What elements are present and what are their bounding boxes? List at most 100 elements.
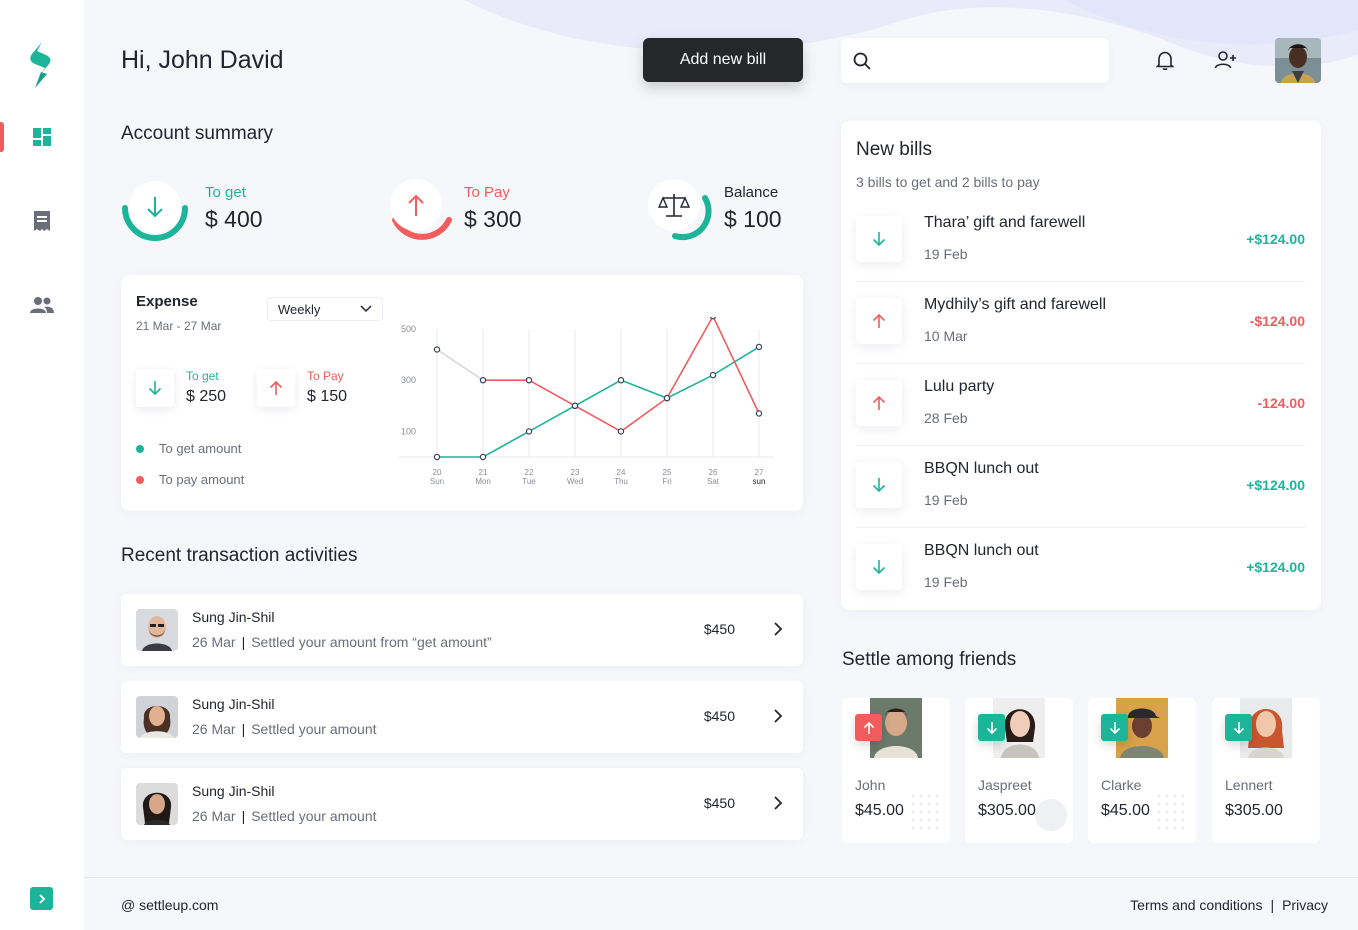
- period-select-value: Weekly: [278, 301, 321, 317]
- arrow-up-icon: [872, 395, 886, 410]
- search-icon: [853, 52, 871, 70]
- transaction-row[interactable]: Sung Jin-Shil 26 Mar | Settled your amount…: [121, 594, 803, 666]
- arrow-down-icon: [872, 560, 886, 575]
- friend-amount: $305.00: [978, 802, 1036, 819]
- receipt-icon: [34, 211, 50, 231]
- new-bills-title: New bills: [856, 139, 933, 160]
- period-select[interactable]: Weekly: [267, 297, 383, 321]
- balance-amount: $ 100: [724, 206, 782, 232]
- bill-item[interactable]: BBQN lunch out 19 Feb +$124.00: [856, 528, 1305, 610]
- transaction-meta: 26 Mar | Settled your amount: [192, 808, 377, 824]
- main-content: Hi, John David Add new bill Account summ…: [84, 0, 1358, 930]
- terms-link[interactable]: Terms and conditions: [1130, 897, 1263, 913]
- nav-friends[interactable]: [0, 285, 84, 325]
- transaction-row[interactable]: Sung Jin-Shil 26 Mar | Settled your amount…: [121, 681, 803, 753]
- transaction-date: 26 Mar: [192, 808, 236, 824]
- x-tick-day: 21: [479, 468, 488, 477]
- arrow-down-icon: [872, 232, 886, 247]
- dot-pattern: [1035, 799, 1067, 831]
- point-to-get: [433, 453, 441, 461]
- x-tick-day: 22: [525, 468, 534, 477]
- search-box[interactable]: [841, 38, 1109, 83]
- point-to-pay: [617, 428, 625, 435]
- friend-name: Clarke: [1101, 777, 1142, 793]
- friend-card[interactable]: Lennert $305.00: [1212, 698, 1320, 843]
- avatar: [136, 696, 178, 738]
- bill-item[interactable]: Mydhily’s gift and farewell 10 Mar -$124…: [856, 282, 1305, 364]
- recent-transactions-title: Recent transaction activities: [121, 545, 358, 566]
- y-tick-label: 500: [401, 324, 416, 334]
- add-new-bill-button[interactable]: Add new bill: [643, 38, 803, 82]
- to-get-ring-icon: [122, 181, 188, 241]
- transaction-amount: $450: [703, 708, 735, 724]
- add-user-icon[interactable]: [1214, 49, 1238, 71]
- arrow-down-icon: [148, 381, 162, 396]
- expense-title: Expense: [136, 293, 198, 310]
- summary-balance: Balance $ 100: [647, 178, 867, 242]
- bill-amount: -124.00: [1257, 395, 1305, 411]
- bill-date: 19 Feb: [924, 574, 968, 590]
- point-to-get: [755, 343, 763, 351]
- x-tick-day: 26: [709, 468, 718, 477]
- chevron-right-icon[interactable]: [773, 708, 783, 724]
- search-input[interactable]: [879, 52, 1099, 69]
- transaction-row[interactable]: Sung Jin-Shil 26 Mar | Settled your amount…: [121, 768, 803, 840]
- x-tick-weekday: Thu: [614, 477, 628, 486]
- bill-amount: +$124.00: [1246, 559, 1305, 575]
- point-to-get: [709, 371, 717, 379]
- bill-icon-box: [856, 216, 902, 262]
- transaction-name: Sung Jin-Shil: [192, 609, 275, 625]
- series-line-to-get: [437, 346, 760, 458]
- friend-photo: [1240, 698, 1292, 758]
- x-tick-weekday: Sun: [430, 477, 444, 486]
- legend-to-pay-label: To pay amount: [159, 472, 245, 487]
- point-to-pay: [755, 410, 763, 417]
- friend-card[interactable]: John $45.00: [842, 698, 950, 843]
- bill-item[interactable]: Thara’ gift and farewell 19 Feb +$124.00: [856, 200, 1305, 282]
- bill-amount: -$124.00: [1249, 313, 1305, 329]
- bill-item[interactable]: BBQN lunch out 19 Feb +$124.00: [856, 446, 1305, 528]
- balance-ring-icon: [648, 179, 712, 241]
- transaction-amount: $450: [703, 795, 735, 811]
- transaction-desc: Settled your amount from “get amount”: [251, 634, 492, 650]
- y-tick-label: 100: [401, 426, 416, 436]
- expense-to-pay-label: To Pay: [307, 369, 344, 383]
- chevron-down-icon: [360, 305, 372, 313]
- new-bills-subtitle: 3 bills to get and 2 bills to pay: [856, 174, 1040, 190]
- privacy-link[interactable]: Privacy: [1282, 897, 1328, 913]
- x-tick-weekday: Sat: [707, 477, 720, 486]
- point-to-pay: [479, 377, 487, 384]
- user-avatar[interactable]: [1275, 38, 1321, 83]
- friend-card[interactable]: Jaspreet $305.00: [965, 698, 1073, 843]
- point-to-pay: [433, 346, 441, 353]
- footer-site: @ settleup.com: [121, 897, 219, 913]
- expense-to-pay-amount: $ 150: [307, 388, 348, 405]
- nav-dashboard[interactable]: [0, 117, 84, 157]
- friend-card[interactable]: Clarke $45.00: [1088, 698, 1196, 843]
- bill-icon-box: [856, 544, 902, 590]
- point-to-pay: [709, 317, 717, 320]
- bell-icon[interactable]: [1154, 49, 1176, 71]
- bill-item[interactable]: Lulu party 28 Feb -124.00: [856, 364, 1305, 446]
- logo-icon[interactable]: [27, 42, 55, 88]
- expand-sidebar-button[interactable]: [30, 887, 53, 910]
- expense-to-get-label: To get: [186, 369, 219, 383]
- chevron-right-icon[interactable]: [773, 795, 783, 811]
- expense-to-pay-icon-box: [257, 369, 295, 407]
- chevron-right-icon[interactable]: [773, 621, 783, 637]
- x-tick-weekday: sun: [753, 477, 766, 486]
- series-segment: [436, 348, 484, 381]
- expense-to-get-icon-box: [136, 369, 174, 407]
- x-tick-weekday: Tue: [522, 477, 536, 486]
- bill-name: BBQN lunch out: [924, 460, 1039, 477]
- sidebar: [0, 0, 84, 930]
- bill-date: 19 Feb: [924, 492, 968, 508]
- friend-get-badge: [1101, 714, 1128, 741]
- avatar: [136, 609, 178, 651]
- point-to-pay: [571, 402, 579, 410]
- nav-bills[interactable]: [0, 201, 84, 241]
- expense-to-get-amount: $ 250: [186, 388, 227, 405]
- footer-separator: |: [1270, 897, 1275, 913]
- bill-name: BBQN lunch out: [924, 542, 1039, 559]
- friend-amount: $45.00: [1101, 802, 1150, 819]
